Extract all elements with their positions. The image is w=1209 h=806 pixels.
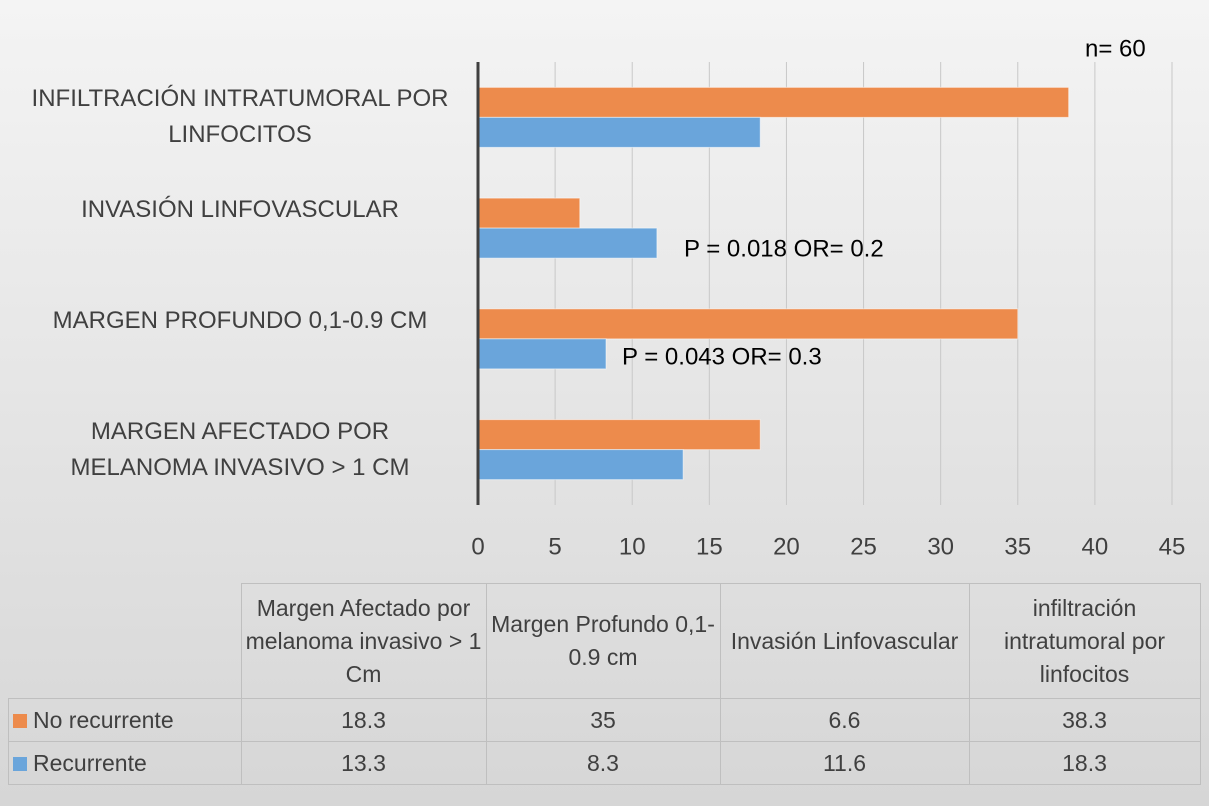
data-table: Margen Afectado por melanoma invasivo > … bbox=[8, 583, 1201, 785]
table-header: infiltración intratumoral por linfocitos bbox=[968, 583, 1201, 699]
x-tick-label: 30 bbox=[927, 533, 954, 560]
table-header: Invasión Linfovascular bbox=[719, 583, 970, 699]
bar bbox=[477, 338, 607, 370]
legend-label: No recurrente bbox=[33, 706, 174, 733]
table-header: Margen Afectado por melanoma invasivo > … bbox=[240, 583, 487, 699]
bar bbox=[477, 197, 581, 229]
table-row: No recurrente 18.3 35 6.6 38.3 bbox=[8, 698, 1201, 742]
x-tick-label: 40 bbox=[1082, 533, 1109, 560]
legend-cell: No recurrente bbox=[8, 698, 242, 742]
legend-swatch bbox=[13, 756, 27, 771]
bar bbox=[477, 86, 1070, 118]
legend-swatch bbox=[13, 713, 27, 728]
table-value: 18.3 bbox=[240, 698, 487, 742]
bar bbox=[477, 419, 761, 451]
annotation: P = 0.018 OR= 0.2 bbox=[684, 235, 884, 262]
x-tick-label: 0 bbox=[471, 533, 484, 560]
x-tick-label: 5 bbox=[548, 533, 561, 560]
bar bbox=[477, 227, 658, 259]
bar bbox=[477, 116, 761, 148]
table-value: 18.3 bbox=[968, 741, 1201, 785]
y-tick-label: INFILTRACIÓN INTRATUMORAL POR LINFOCITOS bbox=[31, 85, 449, 149]
annotation: n= 60 bbox=[1085, 35, 1146, 62]
bar bbox=[477, 308, 1019, 340]
x-tick-label: 10 bbox=[619, 533, 646, 560]
table-value: 35 bbox=[485, 698, 721, 742]
table-value: 8.3 bbox=[485, 741, 721, 785]
table-corner bbox=[9, 584, 242, 699]
annotation: P = 0.043 OR= 0.3 bbox=[622, 343, 822, 370]
bar bbox=[477, 449, 684, 481]
table-header-row: Margen Afectado por melanoma invasivo > … bbox=[9, 583, 1201, 699]
x-tick-label: 45 bbox=[1159, 533, 1186, 560]
table-value: 38.3 bbox=[968, 698, 1201, 742]
x-tick-label: 35 bbox=[1004, 533, 1031, 560]
table-row: Recurrente 13.3 8.3 11.6 18.3 bbox=[8, 741, 1201, 785]
table-value: 11.6 bbox=[719, 741, 970, 785]
y-tick-label: MARGEN AFECTADO POR MELANOMA INVASIVO > … bbox=[70, 417, 410, 481]
x-tick-label: 15 bbox=[696, 533, 723, 560]
x-tick-label: 20 bbox=[773, 533, 800, 560]
table-value: 6.6 bbox=[719, 698, 970, 742]
y-tick-label: MARGEN PROFUNDO 0,1-0.9 CM bbox=[52, 306, 428, 334]
table-value: 13.3 bbox=[240, 741, 487, 785]
table-header: Margen Profundo 0,1-0.9 cm bbox=[485, 583, 721, 699]
y-tick-label: INVASIÓN LINFOVASCULAR bbox=[81, 196, 399, 224]
x-tick-label: 25 bbox=[850, 533, 877, 560]
legend-label: Recurrente bbox=[33, 749, 147, 776]
legend-cell: Recurrente bbox=[8, 741, 242, 785]
